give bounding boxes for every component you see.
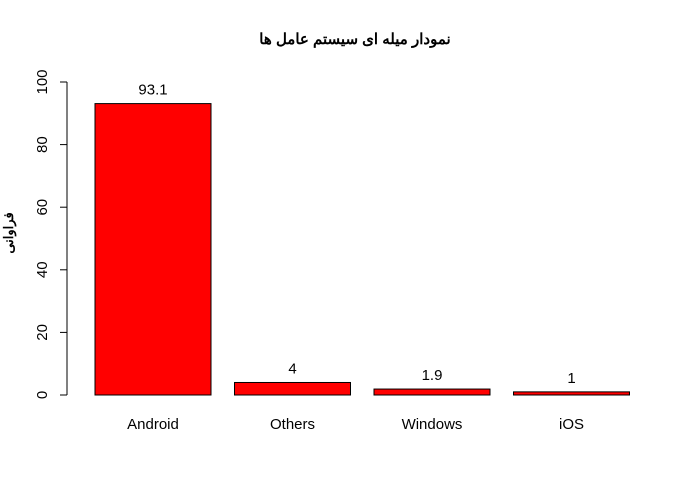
y-tick-label: 0 <box>34 391 51 399</box>
chart-title: نمودار میله ای سیستم عامل ها <box>259 31 450 48</box>
x-tick-labels: Android Others Windows iOS <box>127 416 584 433</box>
bar-value-label: 93.1 <box>138 82 167 99</box>
bars-group <box>94 103 630 396</box>
y-tick-label: 40 <box>34 261 51 278</box>
y-tick-label: 100 <box>34 69 51 94</box>
y-tick-label: 80 <box>34 136 51 153</box>
bar-value-labels: 93.1 4 1.9 1 <box>138 82 575 387</box>
bar <box>373 388 491 396</box>
bar-value-label: 1.9 <box>422 367 443 384</box>
bar <box>94 103 212 396</box>
bar-value-label: 1 <box>567 370 575 387</box>
y-tick-label: 60 <box>34 199 51 216</box>
bar-value-label: 4 <box>288 360 296 377</box>
y-axis-label: فراوانی <box>1 212 17 253</box>
y-tick-label: 20 <box>34 324 51 341</box>
bar <box>513 391 630 396</box>
x-tick-label: Windows <box>402 416 463 433</box>
bar <box>234 381 351 396</box>
y-axis: 0 20 40 60 80 100 <box>34 69 68 399</box>
x-tick-label: Others <box>270 416 315 433</box>
x-tick-label: Android <box>127 416 179 433</box>
x-tick-label: iOS <box>559 416 584 433</box>
